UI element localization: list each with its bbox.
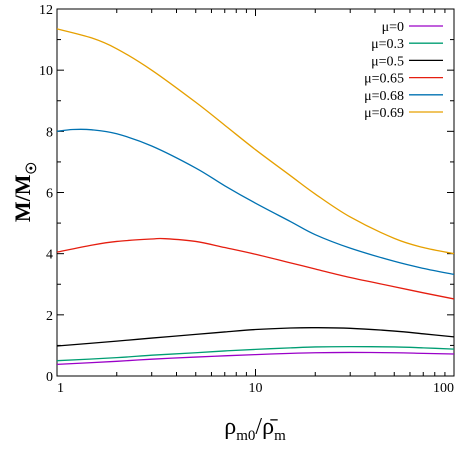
x-tick-label: 1 bbox=[57, 381, 64, 396]
legend-label: μ=0.69 bbox=[364, 106, 404, 121]
legend-label: μ=0 bbox=[382, 20, 404, 35]
y-tick-label: 6 bbox=[46, 187, 53, 202]
y-tick-label: 4 bbox=[46, 248, 53, 263]
y-axis-label: M/M☉ bbox=[10, 162, 40, 222]
x-label-slash: / bbox=[255, 414, 262, 440]
y-tick-label: 8 bbox=[46, 125, 53, 140]
y-tick-label: 2 bbox=[46, 309, 53, 324]
legend-label: μ=0.68 bbox=[364, 89, 404, 104]
series-layer bbox=[56, 28, 455, 366]
legend-label: μ=0.5 bbox=[371, 54, 404, 69]
series-line-0 bbox=[56, 351, 455, 366]
series-line-4 bbox=[56, 128, 455, 276]
x-label-sub-m: m bbox=[274, 428, 286, 444]
x-label-rho: ρ bbox=[224, 414, 236, 440]
y-label-sun: ☉ bbox=[25, 162, 40, 175]
y-label-m: M/M bbox=[10, 174, 35, 222]
x-tick-label: 10 bbox=[249, 381, 263, 396]
x-axis-label: ρm0/ρ̄m bbox=[224, 414, 286, 444]
legend: μ=0 μ=0.3 μ=0.5 μ=0.65 μ=0.68 μ=0.69 bbox=[364, 20, 443, 121]
series-line-2 bbox=[56, 327, 455, 347]
legend-label: μ=0.65 bbox=[364, 72, 404, 87]
y-tick-label: 0 bbox=[46, 370, 53, 385]
x-label-sub-m0: m0 bbox=[236, 428, 255, 444]
x-tick-label: 100 bbox=[433, 381, 454, 396]
series-line-5 bbox=[56, 28, 455, 255]
series-line-3 bbox=[56, 237, 455, 300]
y-tick-label: 12 bbox=[39, 3, 53, 18]
x-label-rho-bar: ρ̄ bbox=[262, 414, 278, 440]
series-line-1 bbox=[56, 345, 455, 362]
legend-label: μ=0.3 bbox=[371, 37, 404, 52]
y-tick-label: 10 bbox=[39, 64, 53, 79]
